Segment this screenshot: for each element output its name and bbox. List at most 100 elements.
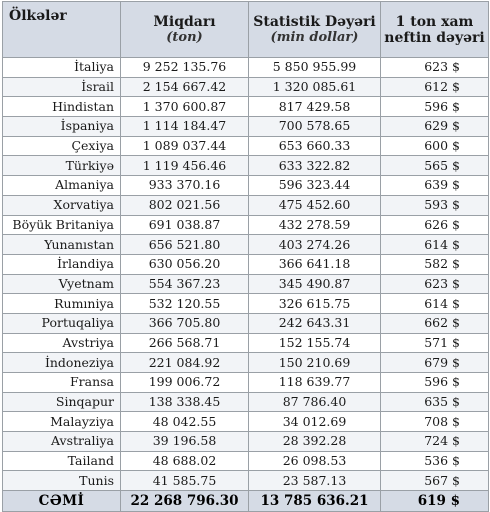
row-price: 629 $	[380, 116, 489, 137]
row-price: 623 $	[380, 57, 489, 78]
row-quantity: 1 089 037.44	[120, 135, 249, 157]
row-quantity: 630 056.20	[120, 253, 249, 275]
row-country: Avstriya	[2, 332, 121, 354]
row-quantity: 1 114 184.47	[120, 116, 249, 137]
total-value: 13 785 636.21	[248, 490, 381, 512]
row-price: 565 $	[380, 155, 489, 177]
row-value: 23 587.13	[248, 470, 381, 492]
row-country: Rumıniya	[2, 293, 121, 314]
row-quantity: 41 585.75	[120, 470, 249, 492]
row-quantity: 48 688.02	[120, 450, 249, 472]
row-country: Vyetnam	[2, 273, 121, 295]
header-quantity-label: Miqdarı	[153, 14, 216, 30]
row-country: Yunanıstan	[2, 234, 121, 255]
row-value: 242 643.31	[248, 312, 381, 334]
row-price: 708 $	[380, 411, 489, 433]
table-row: Vyetnam 554 367.23 345 490.87 623 $	[2, 273, 489, 295]
row-country: Sinqapur	[2, 391, 121, 413]
table-row: Rumıniya 532 120.55 326 615.75 614 $	[2, 293, 489, 314]
row-value: 700 578.65	[248, 116, 381, 137]
row-country: Hindistan	[2, 96, 121, 118]
row-price: 582 $	[380, 253, 489, 275]
table-row: İtaliya 9 252 135.76 5 850 955.99 623 $	[2, 57, 489, 78]
row-value: 475 452.60	[248, 194, 381, 216]
row-value: 326 615.75	[248, 293, 381, 314]
table-body: İtaliya 9 252 135.76 5 850 955.99 623 $ İsra…	[2, 57, 489, 492]
row-quantity: 1 119 456.46	[120, 155, 249, 177]
row-country: Almaniya	[2, 175, 121, 196]
row-country: Xorvatiya	[2, 194, 121, 216]
row-country: İspaniya	[2, 116, 121, 137]
header-value-unit: (min dollar)	[270, 30, 359, 45]
row-country: Tunis	[2, 470, 121, 492]
table-row: Yunanıstan 656 521.80 403 274.26 614 $	[2, 234, 489, 255]
row-price: 596 $	[380, 96, 489, 118]
row-quantity: 199 006.72	[120, 372, 249, 393]
row-price: 614 $	[380, 293, 489, 314]
table-row: İspaniya 1 114 184.47 700 578.65 629 $	[2, 116, 489, 137]
table-row: Malayziya 48 042.55 34 012.69 708 $	[2, 411, 489, 433]
row-country: İndoneziya	[2, 352, 121, 373]
table-row: İndoneziya 221 084.92 150 210.69 679 $	[2, 352, 489, 373]
header-price: 1 ton xam neftin dəyəri	[380, 1, 489, 58]
header-value-label: Statistik Dəyəri	[253, 14, 376, 30]
table-row: Fransa 199 006.72 118 639.77 596 $	[2, 372, 489, 393]
row-quantity: 138 338.45	[120, 391, 249, 413]
header-country: Ölkələr	[2, 1, 121, 58]
row-country: İtaliya	[2, 57, 121, 78]
row-price: 626 $	[380, 214, 489, 236]
header-value: Statistik Dəyəri (min dollar)	[248, 1, 381, 58]
row-value: 118 639.77	[248, 372, 381, 393]
table-row: Böyük Britaniya 691 038.87 432 278.59 626 $	[2, 214, 489, 236]
row-country: İrlandiya	[2, 253, 121, 275]
row-price: 635 $	[380, 391, 489, 413]
row-quantity: 366 705.80	[120, 312, 249, 334]
row-price: 600 $	[380, 135, 489, 157]
header-quantity-unit: (ton)	[166, 30, 203, 45]
table-row: Tailand 48 688.02 26 098.53 536 $	[2, 450, 489, 472]
row-quantity: 1 370 600.87	[120, 96, 249, 118]
row-quantity: 48 042.55	[120, 411, 249, 433]
row-country: Malayziya	[2, 411, 121, 433]
table-row: İrlandiya 630 056.20 366 641.18 582 $	[2, 253, 489, 275]
table-header-row: Ölkələr Miqdarı (ton) Statistik Dəyəri (…	[2, 1, 489, 58]
row-country: Çexiya	[2, 135, 121, 157]
row-country: Tailand	[2, 450, 121, 472]
row-price: 536 $	[380, 450, 489, 472]
table-row: Tunis 41 585.75 23 587.13 567 $	[2, 470, 489, 492]
table-row: Hindistan 1 370 600.87 817 429.58 596 $	[2, 96, 489, 118]
row-price: 612 $	[380, 76, 489, 98]
row-quantity: 554 367.23	[120, 273, 249, 295]
row-quantity: 802 021.56	[120, 194, 249, 216]
row-value: 403 274.26	[248, 234, 381, 255]
row-country: Türkiyə	[2, 155, 121, 177]
row-country: İsrail	[2, 76, 121, 98]
table-row: Sinqapur 138 338.45 87 786.40 635 $	[2, 391, 489, 413]
table-row: İsrail 2 154 667.42 1 320 085.61 612 $	[2, 76, 489, 98]
row-value: 366 641.18	[248, 253, 381, 275]
row-value: 5 850 955.99	[248, 57, 381, 78]
row-value: 633 322.82	[248, 155, 381, 177]
row-quantity: 691 038.87	[120, 214, 249, 236]
row-price: 614 $	[380, 234, 489, 255]
row-value: 34 012.69	[248, 411, 381, 433]
row-quantity: 933 370.16	[120, 175, 249, 196]
row-price: 567 $	[380, 470, 489, 492]
row-price: 623 $	[380, 273, 489, 295]
row-country: Fransa	[2, 372, 121, 393]
row-country: Böyük Britaniya	[2, 214, 121, 236]
header-price-line2: neftin dəyəri	[384, 29, 485, 46]
row-country: Portuqaliya	[2, 312, 121, 334]
row-quantity: 266 568.71	[120, 332, 249, 354]
row-price: 679 $	[380, 352, 489, 373]
row-quantity: 656 521.80	[120, 234, 249, 255]
total-label: CƏMİ	[2, 490, 121, 512]
row-price: 571 $	[380, 332, 489, 354]
table-row: Avstriya 266 568.71 152 155.74 571 $	[2, 332, 489, 354]
row-quantity: 9 252 135.76	[120, 57, 249, 78]
row-price: 593 $	[380, 194, 489, 216]
row-value: 87 786.40	[248, 391, 381, 413]
table-row: Xorvatiya 802 021.56 475 452.60 593 $	[2, 194, 489, 216]
row-value: 345 490.87	[248, 273, 381, 295]
